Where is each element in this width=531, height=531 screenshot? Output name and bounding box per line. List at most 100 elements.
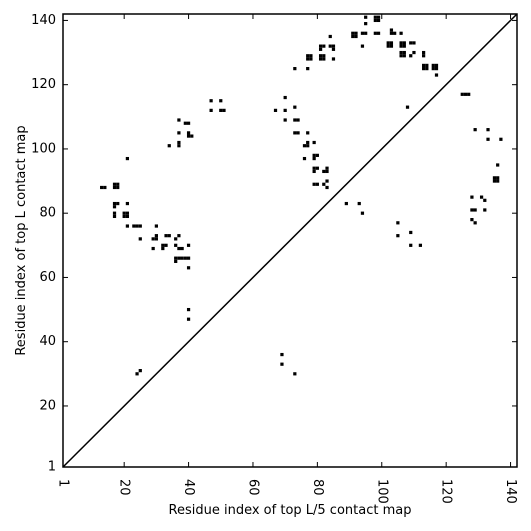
contact-point-upper [306, 140, 310, 145]
contact-point-upper [186, 134, 191, 138]
contact-point-upper [219, 99, 223, 103]
contact-point-lower [486, 137, 490, 141]
contact-point-upper [318, 54, 323, 58]
contact-point-upper [177, 256, 181, 260]
contact-point-upper [273, 108, 278, 112]
axes-frame [62, 13, 518, 468]
upper-left-contact-points [100, 15, 439, 376]
contact-point-upper [161, 243, 165, 247]
contact-point-upper [434, 63, 439, 68]
contact-point-upper [190, 134, 194, 138]
contact-point-lower [396, 234, 400, 238]
contact-point-lower [473, 221, 477, 225]
contact-point-upper [293, 67, 297, 71]
contact-point-lower [473, 128, 477, 132]
contact-point-upper [373, 15, 377, 19]
contact-point-upper [325, 166, 329, 170]
contact-point-lower [483, 198, 487, 202]
contact-point-lower [479, 195, 484, 199]
contact-point-upper [412, 50, 416, 55]
y-tick-label: 100 [31, 141, 56, 156]
x-tick-label: 1 [56, 479, 71, 487]
contact-point-upper [309, 57, 313, 61]
contact-point-upper [322, 44, 326, 48]
contact-point-upper [315, 166, 319, 170]
contact-point-upper [331, 57, 336, 61]
contact-point-lower [492, 176, 497, 180]
contact-point-upper [138, 224, 142, 228]
contact-point-upper [112, 182, 117, 186]
contact-point-upper [186, 317, 191, 321]
contact-point-upper [280, 352, 284, 357]
contact-point-upper [186, 266, 191, 270]
contact-point-upper [186, 121, 191, 125]
contact-point-lower [460, 92, 464, 96]
contact-point-upper [315, 182, 319, 186]
contact-point-upper [389, 44, 394, 48]
lower-right-contact-points [396, 92, 503, 247]
contact-point-upper [116, 182, 120, 186]
contact-point-upper [132, 224, 136, 228]
contact-point-upper [376, 18, 381, 23]
contact-point-upper [186, 256, 191, 260]
contact-point-lower [496, 176, 500, 180]
contact-point-upper [180, 246, 184, 251]
contact-point-upper [135, 224, 139, 228]
x-tick-label: 100 [374, 479, 389, 504]
contact-point-upper [399, 50, 403, 55]
contact-point-upper [399, 31, 403, 35]
x-tick-label: 140 [503, 479, 518, 504]
contact-point-lower [496, 163, 500, 167]
contact-point-upper [186, 307, 191, 312]
contact-point-upper [296, 118, 300, 122]
contact-point-upper [315, 153, 319, 157]
contact-point-upper [376, 15, 381, 19]
contact-point-upper [434, 67, 439, 71]
x-tick-label: 60 [245, 479, 260, 496]
contact-point-upper [151, 246, 155, 251]
contact-point-upper [125, 201, 130, 206]
contact-point-upper [312, 169, 316, 174]
contact-point-upper [122, 211, 126, 215]
contact-point-upper [422, 63, 426, 68]
contact-point-upper [351, 34, 355, 39]
contact-point-upper [154, 237, 158, 241]
contact-point-upper [306, 144, 310, 148]
contact-point-upper [283, 95, 287, 100]
contact-point-upper [399, 54, 403, 58]
contact-point-upper [402, 41, 406, 45]
y-tick-label: 1 [48, 460, 56, 475]
contact-point-lower [463, 92, 468, 96]
contact-point-lower [470, 218, 474, 222]
contact-point-lower [418, 243, 423, 247]
contact-point-upper [293, 105, 297, 109]
y-tick-label: 140 [31, 13, 56, 28]
contact-point-upper [177, 131, 181, 135]
y-tick-label: 20 [39, 398, 56, 413]
contact-point-upper [325, 179, 329, 183]
y-axis-label: Residue index of top L contact map [14, 125, 29, 355]
contact-point-upper [376, 31, 381, 35]
contact-point-lower [409, 243, 413, 247]
contact-point-upper [399, 44, 403, 48]
contact-point-upper [125, 214, 130, 219]
contact-point-upper [360, 44, 365, 48]
contact-point-upper [399, 41, 403, 45]
contact-point-upper [154, 224, 158, 228]
contact-point-upper [302, 156, 307, 161]
contact-point-upper [135, 372, 139, 376]
contact-point-upper [373, 31, 377, 35]
contact-point-upper [412, 41, 416, 45]
y-tick-label: 60 [39, 270, 56, 285]
contact-point-upper [331, 47, 336, 51]
contact-point-upper [422, 54, 426, 58]
contact-point-upper [393, 31, 397, 35]
x-tick-label: 20 [117, 479, 132, 496]
contact-point-upper [174, 237, 178, 241]
contact-point-upper [112, 211, 117, 215]
contact-point-upper [100, 185, 104, 190]
contact-point-upper [219, 108, 223, 112]
x-tick-label: 80 [310, 479, 325, 496]
contact-point-upper [138, 237, 142, 241]
